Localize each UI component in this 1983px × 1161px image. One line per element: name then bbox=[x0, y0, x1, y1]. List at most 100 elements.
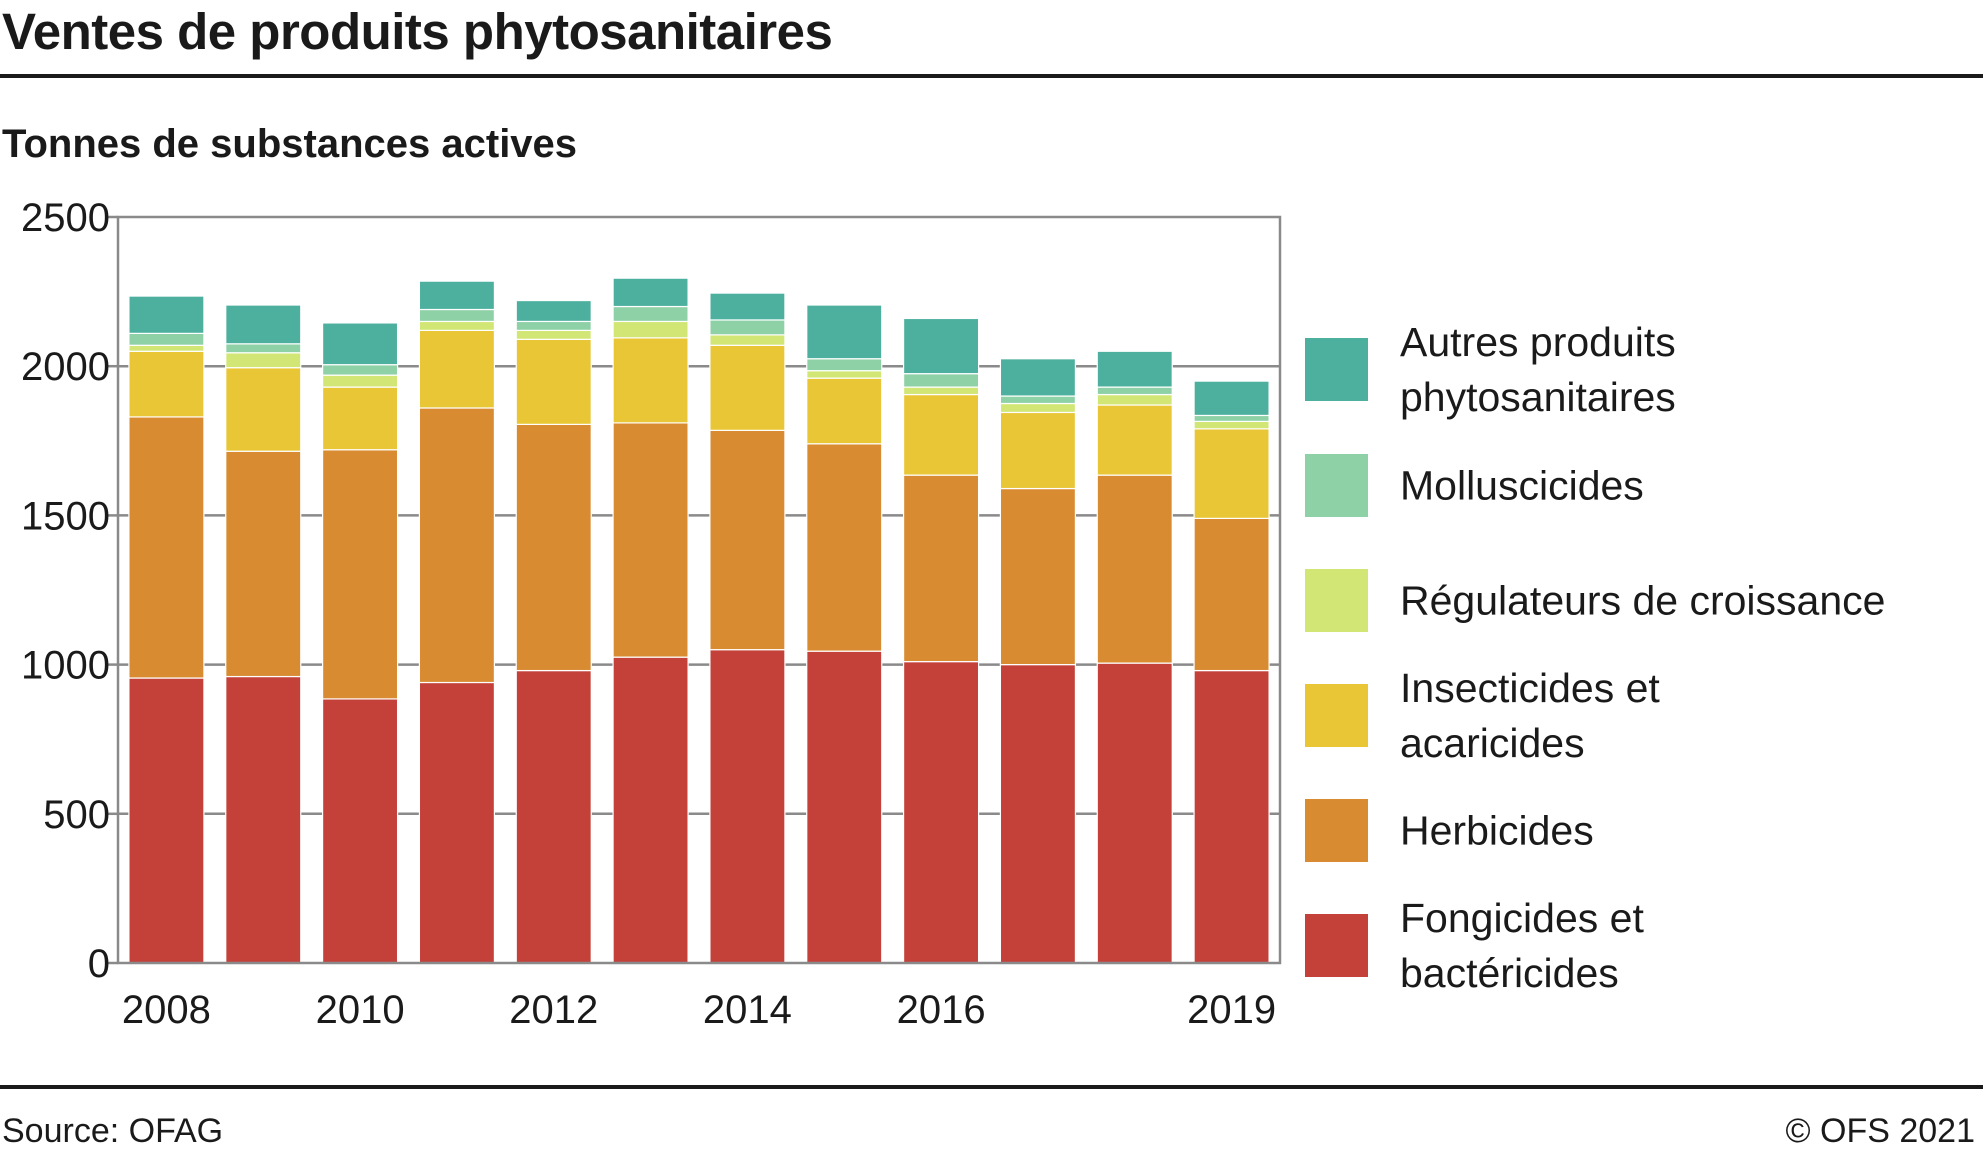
bar-segment bbox=[709, 649, 786, 964]
bar-segment bbox=[902, 386, 980, 396]
bar-segment bbox=[515, 299, 592, 323]
bar-segment bbox=[1193, 428, 1270, 519]
bar-segment bbox=[806, 650, 883, 964]
bar-segment bbox=[902, 373, 980, 388]
legend-label: Fongicides et bactéricides bbox=[1400, 895, 1644, 996]
y-tick-label: 2500 bbox=[21, 196, 110, 240]
bar-segment bbox=[418, 407, 496, 684]
bar-segment bbox=[999, 663, 1077, 964]
plot-frame bbox=[116, 215, 1282, 965]
bar-segment bbox=[999, 402, 1077, 414]
bar-segment bbox=[806, 304, 883, 360]
bars bbox=[128, 277, 1270, 964]
bar-segment bbox=[612, 277, 689, 308]
bar-segment bbox=[128, 416, 205, 679]
legend-label: Herbicides bbox=[1400, 808, 1594, 854]
bar-segment bbox=[321, 386, 399, 451]
bar-segment bbox=[902, 474, 980, 663]
y-tick-label: 0 bbox=[88, 942, 110, 986]
bar-segment bbox=[321, 364, 399, 376]
legend-label: Autres produits phytosanitaires bbox=[1400, 319, 1676, 420]
gridlines bbox=[118, 364, 1280, 816]
bar-segment bbox=[515, 320, 592, 331]
bar-segment bbox=[612, 656, 689, 964]
y-tick-label: 1500 bbox=[21, 494, 110, 538]
bar-segment bbox=[709, 344, 786, 431]
bar-segment bbox=[128, 332, 205, 346]
bar-segment bbox=[128, 350, 205, 418]
legend-label: Insecticides et acaricides bbox=[1400, 665, 1660, 766]
bar-segment bbox=[999, 358, 1077, 397]
bar-segment bbox=[321, 374, 399, 388]
legend-swatch bbox=[1305, 914, 1368, 977]
bar-segment bbox=[418, 681, 496, 964]
bar-segment bbox=[128, 295, 205, 334]
bar-segment bbox=[128, 344, 205, 352]
bar-segment bbox=[418, 280, 496, 311]
legend-swatch bbox=[1305, 684, 1368, 747]
bar-segment bbox=[418, 320, 496, 331]
legend-swatch bbox=[1305, 799, 1368, 862]
bar-segment bbox=[709, 292, 786, 321]
bar-segment bbox=[612, 422, 689, 658]
bar-segment bbox=[999, 395, 1077, 405]
bar-segment bbox=[709, 429, 786, 651]
bar-segment bbox=[1193, 380, 1270, 417]
bar-segment bbox=[902, 661, 980, 964]
bar-segment bbox=[902, 393, 980, 476]
bar-segment bbox=[612, 305, 689, 323]
bar-segment bbox=[1193, 414, 1270, 423]
y-tick-label: 1000 bbox=[21, 644, 110, 688]
bar-segment bbox=[321, 322, 399, 366]
bar-segment bbox=[1096, 393, 1173, 406]
title-divider bbox=[0, 74, 1983, 78]
axes: 0 500 1000 1500 2000 2500 2008 2010 2012 2014 2016… bbox=[21, 196, 1276, 1032]
bar-segment bbox=[515, 423, 592, 672]
bar-segment bbox=[1096, 662, 1173, 964]
bar-segment bbox=[806, 358, 883, 372]
bar-segment bbox=[612, 320, 689, 339]
bar-segment bbox=[1096, 404, 1173, 476]
bar-segment bbox=[999, 487, 1077, 666]
bar-segment bbox=[1193, 420, 1270, 430]
x-tick-label: 2014 bbox=[703, 988, 792, 1032]
bar-segment bbox=[225, 343, 302, 354]
y-tick-label: 2000 bbox=[21, 345, 110, 389]
bar-segment bbox=[902, 317, 980, 375]
copyright-note: © OFS 2021 bbox=[1785, 1112, 1975, 1150]
chart-title: Ventes de produits phytosanitaires bbox=[2, 3, 833, 60]
bar-segment bbox=[418, 308, 496, 323]
bar-segment bbox=[225, 367, 302, 452]
legend-swatch bbox=[1305, 338, 1368, 401]
footer-divider bbox=[0, 1085, 1983, 1089]
bar-segment bbox=[225, 304, 302, 345]
legend-swatch bbox=[1305, 454, 1368, 517]
legend-label: Régulateurs de croissance bbox=[1400, 578, 1885, 624]
bar-segment bbox=[999, 411, 1077, 490]
x-tick-label: 2019 bbox=[1187, 988, 1276, 1032]
bar-segment bbox=[1096, 474, 1173, 664]
legend-label: Molluscicides bbox=[1400, 463, 1644, 509]
bar-segment bbox=[1096, 350, 1173, 388]
bar-segment bbox=[709, 319, 786, 336]
x-tick-label: 2016 bbox=[897, 988, 986, 1032]
bar-segment bbox=[225, 352, 302, 369]
bar-segment bbox=[612, 337, 689, 424]
bar-segment bbox=[1193, 517, 1270, 672]
chart-subtitle: Tonnes de substances actives bbox=[2, 122, 578, 166]
bar-segment bbox=[806, 377, 883, 445]
legend: Autres produits phytosanitaires Molluscici… bbox=[1305, 319, 1885, 996]
legend-swatch bbox=[1305, 569, 1368, 632]
x-tick-label: 2008 bbox=[122, 988, 211, 1032]
bar-segment bbox=[418, 329, 496, 409]
bar-segment bbox=[225, 450, 302, 678]
x-tick-label: 2012 bbox=[509, 988, 598, 1032]
source-note: Source: OFAG bbox=[2, 1112, 224, 1150]
bar-segment bbox=[806, 370, 883, 379]
bar-segment bbox=[515, 669, 592, 964]
bar-segment bbox=[1193, 669, 1270, 964]
bar-segment bbox=[321, 449, 399, 700]
bar-segment bbox=[515, 338, 592, 425]
bar-segment bbox=[515, 329, 592, 340]
bar-segment bbox=[128, 677, 205, 964]
